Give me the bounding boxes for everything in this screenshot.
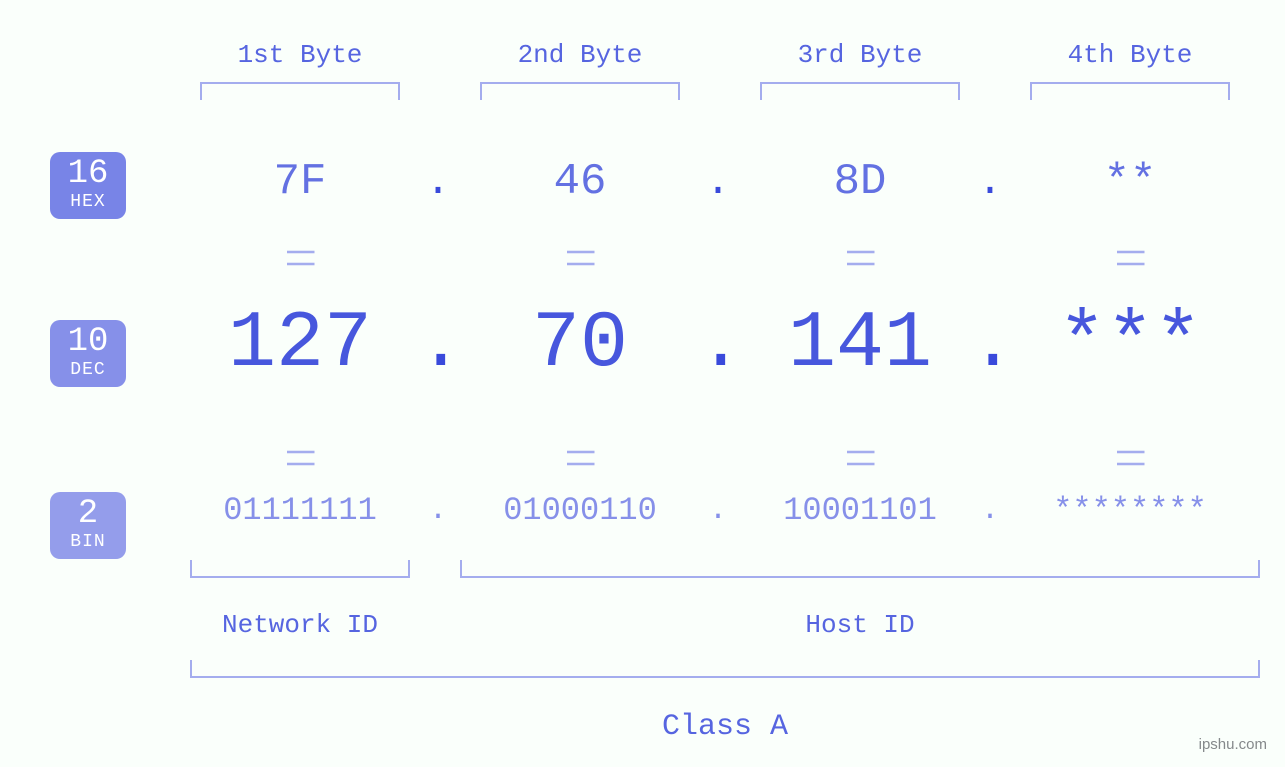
hex-dot-2: . <box>698 161 738 203</box>
dec-byte-4: *** <box>1000 305 1260 385</box>
byte-header-1: 1st Byte <box>190 40 410 70</box>
bin-byte-3: 10001101 <box>730 495 990 527</box>
badge-bin-label: BIN <box>70 533 105 553</box>
equals-0: || <box>285 425 315 485</box>
byte-bracket-1 <box>200 82 400 100</box>
bin-dot-2: . <box>698 496 738 526</box>
byte-header-4: 4th Byte <box>1020 40 1240 70</box>
badge-dec: 10DEC <box>50 320 126 387</box>
bracket-network-id <box>190 560 410 578</box>
dec-dot-2: . <box>698 307 738 383</box>
byte-bracket-3 <box>760 82 960 100</box>
badge-hex: 16HEX <box>50 152 126 219</box>
label-network-id: Network ID <box>190 610 410 640</box>
equals-3: || <box>1115 425 1145 485</box>
dec-dot-1: . <box>418 307 458 383</box>
byte-header-2: 2nd Byte <box>470 40 690 70</box>
hex-byte-4: ** <box>1020 160 1240 204</box>
byte-header-3: 3rd Byte <box>750 40 970 70</box>
equals-0: || <box>285 225 315 285</box>
label-host-id: Host ID <box>750 610 970 640</box>
byte-bracket-2 <box>480 82 680 100</box>
dec-byte-1: 127 <box>170 305 430 385</box>
badge-dec-base: 10 <box>68 324 109 361</box>
dec-byte-3: 141 <box>730 305 990 385</box>
byte-bracket-4 <box>1030 82 1230 100</box>
watermark: ipshu.com <box>1199 736 1267 753</box>
badge-hex-base: 16 <box>68 156 109 193</box>
hex-byte-1: 7F <box>190 160 410 204</box>
badge-hex-label: HEX <box>70 193 105 213</box>
bracket-class <box>190 660 1260 678</box>
bracket-host-id <box>460 560 1260 578</box>
equals-1: || <box>565 425 595 485</box>
hex-dot-1: . <box>418 161 458 203</box>
badge-bin: 2BIN <box>50 492 126 559</box>
equals-3: || <box>1115 225 1145 285</box>
bin-byte-1: 01111111 <box>170 495 430 527</box>
hex-dot-3: . <box>970 161 1010 203</box>
bin-byte-2: 01000110 <box>450 495 710 527</box>
equals-2: || <box>845 225 875 285</box>
hex-byte-2: 46 <box>470 160 690 204</box>
badge-dec-label: DEC <box>70 361 105 381</box>
dec-byte-2: 70 <box>450 305 710 385</box>
label-class: Class A <box>615 710 835 744</box>
bin-dot-3: . <box>970 496 1010 526</box>
equals-2: || <box>845 425 875 485</box>
badge-bin-base: 2 <box>78 496 98 533</box>
bin-byte-4: ******** <box>1000 495 1260 527</box>
hex-byte-3: 8D <box>750 160 970 204</box>
equals-1: || <box>565 225 595 285</box>
bin-dot-1: . <box>418 496 458 526</box>
dec-dot-3: . <box>970 307 1010 383</box>
